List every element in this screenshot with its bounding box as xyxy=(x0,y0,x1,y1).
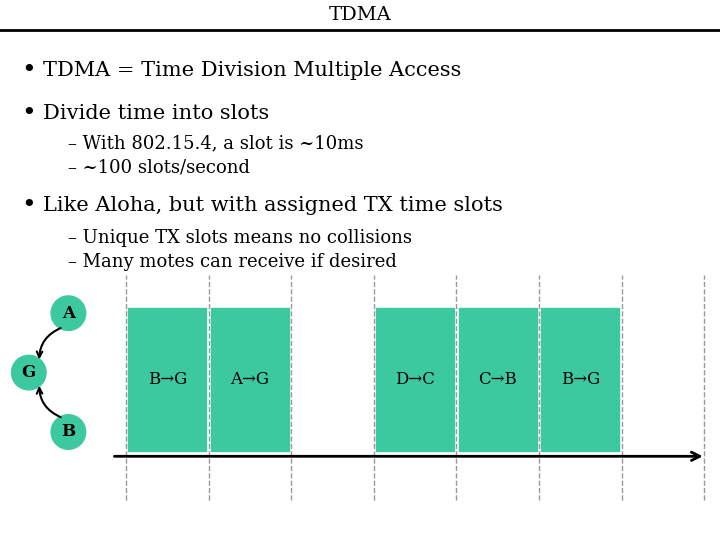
Text: – Many motes can receive if desired: – Many motes can receive if desired xyxy=(68,253,397,271)
Text: D→C: D→C xyxy=(395,371,435,388)
Text: A→G: A→G xyxy=(230,371,269,388)
Text: Divide time into slots: Divide time into slots xyxy=(43,104,269,123)
Text: – With 802.15.4, a slot is ~10ms: – With 802.15.4, a slot is ~10ms xyxy=(68,134,364,152)
FancyBboxPatch shape xyxy=(541,308,619,451)
Text: •: • xyxy=(22,58,36,82)
Ellipse shape xyxy=(51,415,86,449)
FancyBboxPatch shape xyxy=(376,308,454,451)
Text: TDMA = Time Division Multiple Access: TDMA = Time Division Multiple Access xyxy=(43,60,462,80)
FancyBboxPatch shape xyxy=(459,308,537,451)
Text: •: • xyxy=(22,193,36,217)
Text: – ~100 slots/second: – ~100 slots/second xyxy=(68,158,251,177)
Text: TDMA: TDMA xyxy=(328,6,392,24)
Text: B→G: B→G xyxy=(561,371,600,388)
Ellipse shape xyxy=(12,355,46,390)
Text: B→G: B→G xyxy=(148,371,187,388)
Text: – Unique TX slots means no collisions: – Unique TX slots means no collisions xyxy=(68,228,413,247)
Text: C→B: C→B xyxy=(478,371,517,388)
Text: Like Aloha, but with assigned TX time slots: Like Aloha, but with assigned TX time sl… xyxy=(43,195,503,215)
Text: A: A xyxy=(62,305,75,322)
Text: B: B xyxy=(61,423,76,441)
FancyBboxPatch shape xyxy=(128,308,207,451)
Text: •: • xyxy=(22,102,36,125)
Text: G: G xyxy=(22,364,36,381)
Ellipse shape xyxy=(51,296,86,330)
FancyBboxPatch shape xyxy=(211,308,289,451)
